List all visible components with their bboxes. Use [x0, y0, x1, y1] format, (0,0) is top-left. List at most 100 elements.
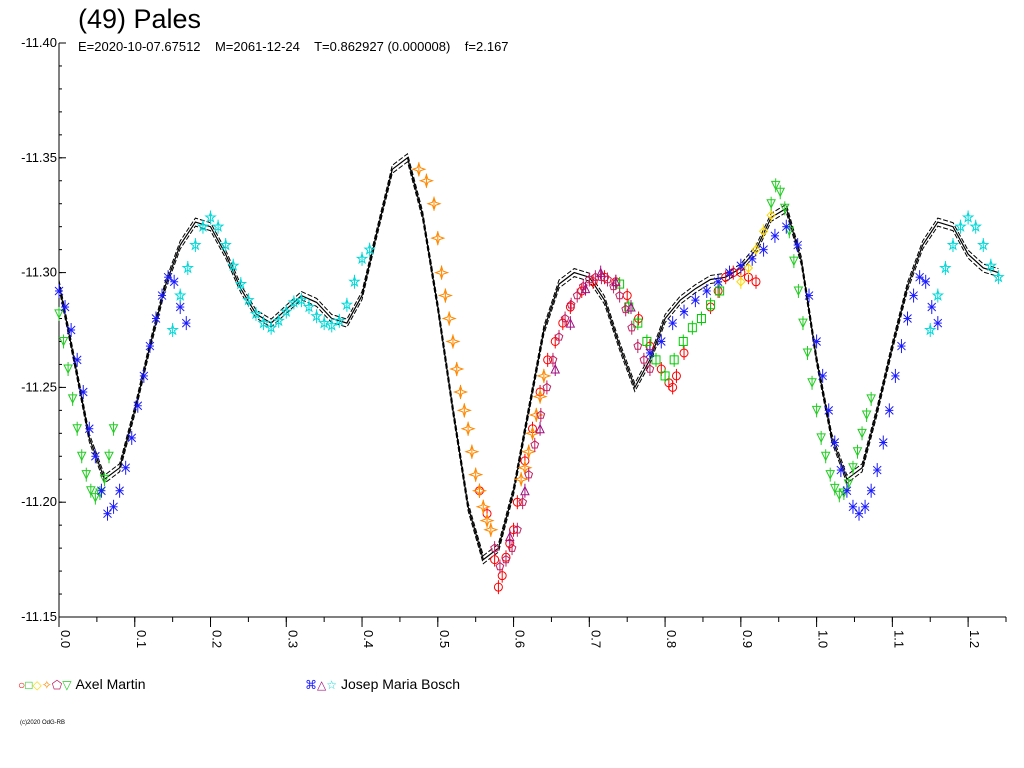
- data-point: [257, 316, 270, 331]
- data-point: [133, 398, 143, 413]
- legend-axel-martin: ○□◇✧⬠▽ Axel Martin: [18, 675, 146, 694]
- data-point: [804, 288, 814, 303]
- data-point-mark: [493, 582, 503, 592]
- data-point-mark: [861, 410, 872, 421]
- data-point: [807, 375, 817, 390]
- data-point: [679, 345, 689, 360]
- data-point-mark: [751, 244, 761, 255]
- data-point-mark: [848, 463, 858, 473]
- data-point-mark: [456, 402, 472, 418]
- data-point: [169, 274, 179, 289]
- data-point: [518, 495, 528, 510]
- data-point-mark: [108, 424, 119, 434]
- data-point-mark: [548, 355, 558, 364]
- data-point-mark: [355, 252, 369, 265]
- data-point: [58, 334, 69, 349]
- data-point-mark: [227, 259, 240, 272]
- data-point: [687, 320, 697, 335]
- data-point: [127, 430, 137, 445]
- data-point-mark: [310, 309, 323, 322]
- data-point: [679, 304, 689, 319]
- data-point: [430, 230, 446, 246]
- data-point-mark: [280, 305, 293, 317]
- data-point-mark: [81, 470, 92, 480]
- data-point-mark: [595, 267, 606, 278]
- data-point: [441, 310, 457, 327]
- data-point-mark: [532, 389, 548, 405]
- data-point-mark: [67, 394, 78, 404]
- data-point-mark: [104, 451, 114, 462]
- data-point: [104, 449, 114, 464]
- data-point: [830, 435, 840, 450]
- data-point-mark: [464, 444, 480, 460]
- data-point: [97, 483, 106, 498]
- data-point: [287, 295, 300, 310]
- data-point-mark: [437, 287, 453, 304]
- data-point-mark: [317, 316, 331, 329]
- data-point-mark: [825, 470, 836, 480]
- data-point-mark: [441, 310, 457, 327]
- data-point: [325, 318, 338, 333]
- data-point-mark: [536, 368, 552, 384]
- data-point: [72, 421, 82, 436]
- data-point: [411, 161, 427, 177]
- legend-symbol: ☆: [326, 678, 337, 692]
- data-point: [449, 361, 465, 377]
- legend-symbol: □: [25, 678, 33, 692]
- data-point: [848, 499, 858, 514]
- data-point-mark: [565, 317, 576, 328]
- data-point: [903, 311, 912, 326]
- data-point: [524, 425, 541, 441]
- data-point-mark: [249, 307, 263, 320]
- data-point-mark: [507, 543, 517, 552]
- data-point: [81, 467, 92, 482]
- data-point-mark: [807, 378, 817, 388]
- data-point: [76, 449, 87, 464]
- data-point: [437, 287, 453, 304]
- data-point-mark: [766, 199, 776, 209]
- data-point-mark: [615, 290, 624, 300]
- y-tick-label: -11.35: [21, 150, 57, 165]
- data-point: [554, 329, 564, 344]
- data-point: [725, 265, 734, 280]
- data-point: [468, 467, 484, 483]
- data-point-mark: [295, 293, 308, 306]
- data-point-mark: [946, 238, 960, 251]
- data-point-mark: [495, 561, 505, 571]
- data-point: [820, 449, 831, 464]
- data-point: [642, 334, 652, 349]
- data-point: [747, 251, 757, 266]
- data-point: [818, 368, 828, 383]
- data-point-mark: [54, 309, 64, 320]
- data-point: [751, 242, 761, 257]
- data-point: [696, 311, 706, 326]
- legend-symbol: ▽: [62, 678, 72, 692]
- data-point-mark: [633, 318, 643, 328]
- data-point-mark: [490, 555, 500, 565]
- data-point-mark: [363, 243, 376, 255]
- data-point: [927, 300, 937, 315]
- data-point: [530, 437, 540, 452]
- data-point: [452, 384, 469, 400]
- data-point: [627, 320, 637, 335]
- fit-curve-lower: [58, 160, 999, 565]
- data-point: [651, 352, 661, 367]
- data-point: [121, 460, 131, 475]
- data-point-mark: [513, 471, 529, 487]
- data-point-mark: [770, 180, 781, 191]
- data-point-mark: [969, 220, 982, 232]
- data-point: [497, 568, 507, 583]
- data-point: [355, 251, 369, 266]
- data-point: [536, 407, 546, 422]
- data-point: [824, 403, 834, 418]
- data-point-mark: [565, 302, 575, 312]
- legend-symbol: ⌘: [305, 678, 317, 692]
- data-point-mark: [687, 323, 697, 333]
- data-point-mark: [530, 440, 540, 449]
- data-point-mark: [426, 196, 442, 212]
- data-point-mark: [758, 226, 769, 236]
- data-point: [842, 483, 852, 498]
- data-point: [109, 499, 118, 514]
- x-tick-label: 1.2: [967, 630, 982, 648]
